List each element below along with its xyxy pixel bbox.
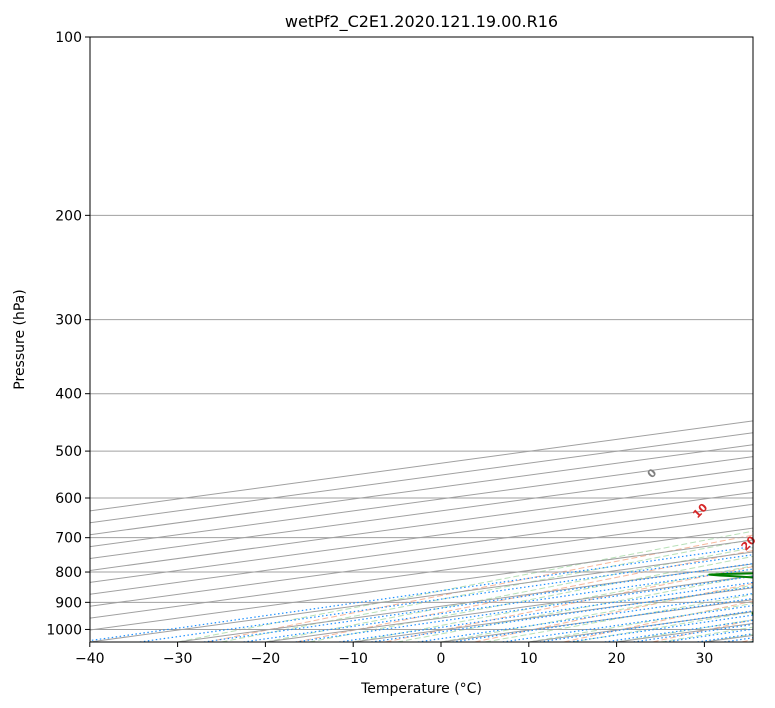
isotherm-line (177, 563, 753, 642)
isotherm-line (90, 444, 753, 536)
y-tick-label: 500 (55, 444, 82, 460)
y-tick-label: 600 (55, 491, 82, 507)
moist-adiabat (704, 633, 753, 642)
isotherm-line (90, 527, 753, 619)
isotherm-line (90, 468, 753, 560)
moist-adiabat (353, 565, 753, 642)
isotherm-line (90, 491, 753, 583)
value-label: 20 (739, 533, 759, 553)
y-axis-title: Pressure (hPa) (12, 289, 28, 389)
y-tick-label: 300 (55, 313, 82, 329)
moist-adiabat (177, 530, 753, 642)
dry-adiabat (296, 550, 753, 642)
dry-adiabat (474, 582, 753, 642)
x-tick-label: −10 (338, 651, 368, 667)
x-tick-label: 20 (608, 651, 626, 667)
moist-adiabat (397, 574, 753, 642)
mixing-ratio-line (203, 562, 753, 642)
isotherm-line (440, 599, 753, 642)
isotherm-line (265, 575, 753, 642)
y-tick-label: 900 (55, 595, 82, 611)
x-tick-label: −30 (163, 651, 193, 667)
isotherm-line (90, 539, 753, 631)
isotherm-line (90, 503, 753, 595)
mixing-ratio-line (139, 554, 753, 642)
mixing-ratio-line (371, 586, 753, 642)
moist-adiabat (748, 640, 753, 642)
x-tick-label: −20 (251, 651, 281, 667)
y-tick-label: 1000 (46, 622, 82, 638)
mixing-ratio-line (751, 641, 753, 642)
moist-adiabat (309, 555, 753, 642)
value-label: 0 (645, 466, 660, 481)
plot-frame (89, 36, 754, 643)
mixing-ratio-line (417, 592, 753, 642)
moist-adiabat (440, 584, 753, 642)
chart-title: wetPf2_C2E1.2020.121.19.00.R16 (285, 12, 558, 32)
line-labels: -100-90-80-70-60-50-40-30-20-100.10.20.4… (645, 466, 759, 553)
x-tick-label: 10 (520, 651, 538, 667)
moist-adiabat (484, 593, 753, 642)
background-lines (90, 37, 753, 642)
y-tick-label: 100 (55, 30, 82, 46)
isotherm-line (90, 456, 753, 548)
isotherm-line (90, 420, 753, 512)
isotherm-line (90, 432, 753, 524)
isotherm-line (353, 587, 753, 642)
mixing-ratio-line (90, 545, 753, 642)
x-tick-label: −40 (75, 651, 105, 667)
x-tick-label: 30 (695, 651, 713, 667)
isotherm-line (90, 479, 753, 571)
moist-adiabat (528, 602, 753, 642)
y-axis: 100 200 300 400 500 600 700 800 900 1000 (46, 30, 90, 638)
y-tick-label: 800 (55, 565, 82, 581)
isotherm-line (90, 515, 753, 607)
profile-lines (708, 572, 753, 615)
moist-adiabat (265, 547, 753, 642)
mixing-ratio-line (665, 628, 753, 642)
x-tick-label: 0 (437, 651, 446, 667)
mixing-ratio-line (295, 575, 753, 642)
dry-adiabat (385, 566, 753, 642)
isotherm-line (704, 634, 753, 642)
dewpoint-line (708, 572, 753, 615)
y-tick-label: 700 (55, 531, 82, 547)
y-tick-label: 200 (55, 208, 82, 224)
mixing-ratio-line (339, 581, 753, 642)
y-tick-label: 400 (55, 387, 82, 403)
value-label: 10 (690, 501, 710, 521)
x-axis: −40−30−20−1001020304050 (75, 642, 713, 667)
isotherm-line (528, 611, 753, 642)
x-axis-title: Temperature (°C) (360, 681, 482, 697)
